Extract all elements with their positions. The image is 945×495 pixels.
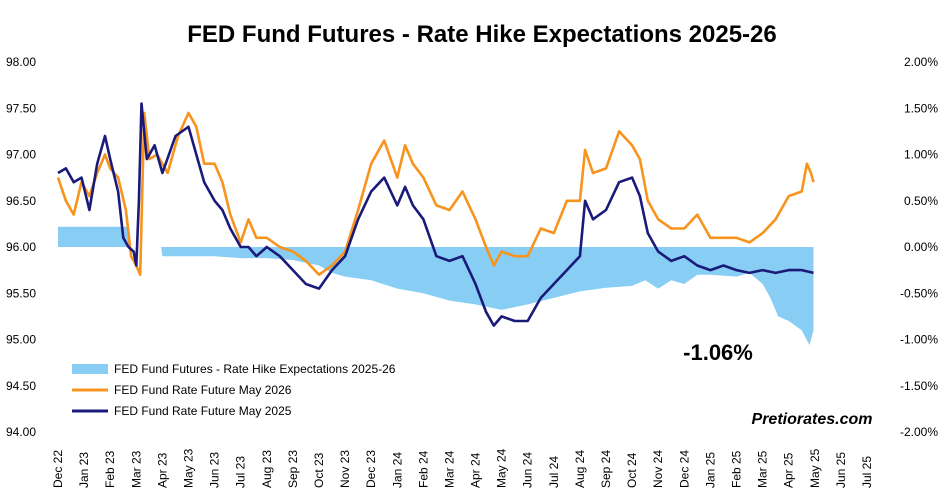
x-tick-label: Dec 23 <box>364 450 378 488</box>
x-tick-label: Mar 24 <box>442 450 456 488</box>
x-tick-label: Jul 24 <box>547 456 561 488</box>
x-tick-label: Feb 24 <box>416 450 430 488</box>
left-y-axis: 98.00 97.50 97.00 96.50 96.00 95.50 95.00 94.50… <box>6 55 36 439</box>
legend-entry-label: FED Fund Futures - Rate Hike Expectation… <box>114 362 396 376</box>
right-tick-label: -1.50% <box>900 379 938 393</box>
area-series-layer <box>58 226 814 346</box>
last-value-annotation: -1.06% <box>683 340 753 365</box>
legend-entry-label: FED Fund Rate Future May 2025 <box>114 404 292 418</box>
x-tick-label: May 25 <box>808 448 822 488</box>
x-tick-label: Apr 25 <box>782 452 796 488</box>
x-tick-label: Oct 23 <box>312 452 326 488</box>
x-tick-label: Jul 25 <box>860 456 874 488</box>
right-tick-label: 2.00% <box>904 55 938 69</box>
left-tick-label: 96.00 <box>6 240 36 254</box>
right-tick-label: -1.00% <box>900 333 938 347</box>
legend-swatch <box>72 364 108 374</box>
may-2025-future-line <box>57 102 814 327</box>
right-tick-label: 0.50% <box>904 194 938 208</box>
right-tick-label: -2.00% <box>900 425 938 439</box>
left-tick-label: 97.00 <box>6 148 36 162</box>
x-tick-label: Jun 24 <box>521 452 535 488</box>
x-tick-label: Jan 23 <box>77 452 91 488</box>
may-2026-future-line <box>56 111 815 276</box>
x-tick-label: Dec 24 <box>677 450 691 488</box>
x-tick-label: Nov 24 <box>651 450 665 488</box>
x-tick-label: Apr 24 <box>469 452 483 488</box>
x-tick-label: Feb 25 <box>729 450 743 488</box>
x-tick-label: Feb 23 <box>103 450 117 488</box>
left-tick-label: 96.50 <box>6 194 36 208</box>
right-tick-label: -0.50% <box>900 286 938 300</box>
x-tick-label: Dec 22 <box>51 450 65 488</box>
line-series-layer <box>56 102 815 327</box>
x-tick-label: Nov 23 <box>338 450 352 488</box>
x-tick-label: Jul 23 <box>234 456 248 488</box>
left-tick-label: 95.00 <box>6 333 36 347</box>
x-tick-label: Jan 24 <box>390 452 404 488</box>
x-tick-label: May 24 <box>495 448 509 488</box>
x-tick-label: Mar 23 <box>129 450 143 488</box>
right-tick-label: 0.00% <box>904 240 938 254</box>
left-tick-label: 94.00 <box>6 425 36 439</box>
x-tick-label: Aug 23 <box>260 450 274 488</box>
x-tick-label: Jan 25 <box>703 452 717 488</box>
x-tick-label: Jun 23 <box>208 452 222 488</box>
x-tick-label: Apr 23 <box>155 452 169 488</box>
x-tick-label: Oct 24 <box>625 452 639 488</box>
x-tick-label: Mar 25 <box>756 450 770 488</box>
right-y-axis: 2.00% 1.50% 1.00% 0.50% 0.00% -0.50% -1.00% -1.… <box>900 55 938 439</box>
left-tick-label: 95.50 <box>6 286 36 300</box>
x-tick-label: Sep 24 <box>599 450 613 488</box>
left-tick-label: 97.50 <box>6 101 36 115</box>
rate-hike-expectations-area <box>58 226 814 346</box>
x-tick-label: Jun 25 <box>834 452 848 488</box>
right-tick-label: 1.00% <box>904 148 938 162</box>
x-tick-label: May 23 <box>182 448 196 488</box>
legend: FED Fund Futures - Rate Hike Expectation… <box>72 362 396 418</box>
x-tick-label: Aug 24 <box>573 450 587 488</box>
left-tick-label: 98.00 <box>6 55 36 69</box>
x-tick-label: Sep 23 <box>286 450 300 488</box>
x-axis: Dec 22 Jan 23 Feb 23 Mar 23 Apr 23 May 23 Jun … <box>51 448 874 488</box>
watermark-text: Pretiorates.com <box>752 411 873 428</box>
chart-title: FED Fund Futures - Rate Hike Expectation… <box>187 21 777 48</box>
right-tick-label: 1.50% <box>904 101 938 115</box>
left-tick-label: 94.50 <box>6 379 36 393</box>
legend-entry-label: FED Fund Rate Future May 2026 <box>114 383 292 397</box>
